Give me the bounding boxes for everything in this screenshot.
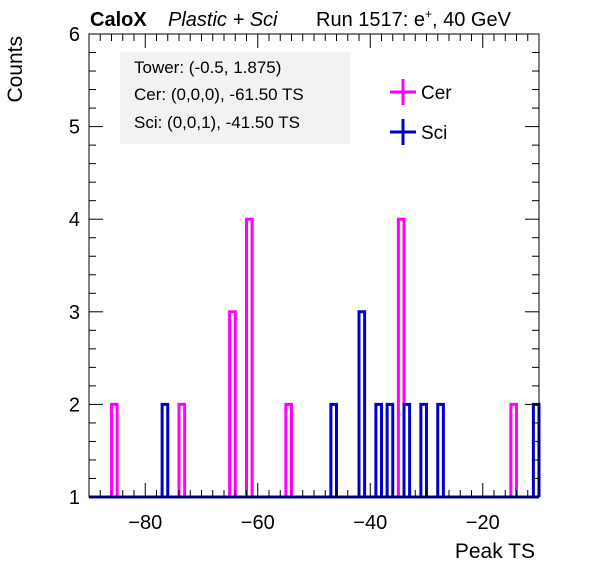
sci-bin-4 xyxy=(385,402,395,497)
x-axis-label: Peak TS xyxy=(455,540,535,563)
cer-bin-2 xyxy=(228,310,237,497)
cer-bin-4 xyxy=(284,402,293,497)
legend: Cer Sci xyxy=(390,79,452,145)
run-label: Run 1517: e+, 40 GeV xyxy=(316,7,512,31)
tower-info: Tower: (-0.5, 1.875) xyxy=(134,58,281,77)
cer-bin-6 xyxy=(509,402,518,497)
x-tick-label: −40 xyxy=(353,512,387,534)
cer-info: Cer: (0,0,0), -61.50 TS xyxy=(134,85,304,104)
sci-bin-7 xyxy=(436,402,445,497)
sci-bin-5 xyxy=(402,402,412,497)
sci-bin-3 xyxy=(374,402,383,497)
x-tick-label: −20 xyxy=(466,512,500,534)
legend-cer-label: Cer xyxy=(421,83,452,104)
sci-bin-1 xyxy=(329,402,338,497)
y-tick-label: 5 xyxy=(69,117,80,139)
ticks-layer: −80 −60 −40 −20 1 2 3 4 5 6 xyxy=(69,24,540,534)
cer-bin-1 xyxy=(177,402,187,497)
sci-bin-0 xyxy=(160,402,170,497)
sci-bin-6 xyxy=(419,402,428,497)
y-tick-label: 2 xyxy=(69,394,80,416)
bars-layer xyxy=(89,217,541,499)
sci-info: Sci: (0,0,1), -41.50 TS xyxy=(134,113,300,132)
y-tick-label: 1 xyxy=(69,487,80,509)
cer-bin-5 xyxy=(396,217,406,497)
cer-bin-0 xyxy=(110,402,119,497)
subtitle-label: Plastic + Sci xyxy=(168,9,278,31)
legend-sci-label: Sci xyxy=(421,123,447,144)
y-axis-label: Counts xyxy=(4,36,27,103)
y-tick-label: 6 xyxy=(69,24,80,46)
cer-bin-3 xyxy=(245,217,254,497)
x-tick-label: −60 xyxy=(241,512,275,534)
x-tick-label: −80 xyxy=(128,512,162,534)
sci-bin-2 xyxy=(357,310,367,497)
y-tick-label: 3 xyxy=(69,302,80,324)
info-box xyxy=(120,52,350,144)
brand-label: CaloX xyxy=(90,9,147,31)
sci-bin-8 xyxy=(531,402,541,497)
y-tick-label: 4 xyxy=(69,209,80,231)
